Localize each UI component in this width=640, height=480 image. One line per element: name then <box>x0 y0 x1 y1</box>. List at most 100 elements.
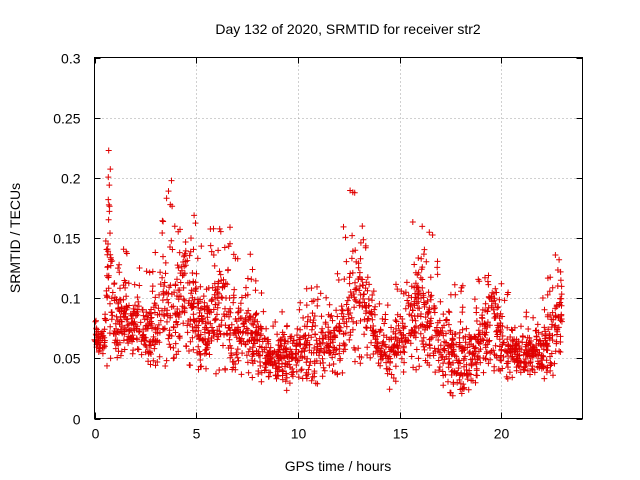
data-point <box>208 297 215 304</box>
data-point <box>218 322 225 328</box>
data-point <box>227 224 233 231</box>
y-tick-label: 0.05 <box>53 351 80 367</box>
data-point <box>289 350 296 357</box>
data-point <box>190 246 197 253</box>
data-point <box>393 351 400 358</box>
data-point <box>109 258 116 264</box>
data-point <box>149 288 156 295</box>
data-point <box>157 281 164 288</box>
data-point <box>233 318 240 325</box>
data-point <box>424 352 431 359</box>
data-point <box>226 325 233 331</box>
data-point <box>233 349 240 356</box>
data-point <box>181 252 188 259</box>
data-point <box>429 232 436 238</box>
data-point <box>195 300 202 307</box>
data-point <box>102 316 109 323</box>
data-point <box>211 262 218 269</box>
data-point <box>192 286 199 293</box>
data-point <box>485 360 492 367</box>
data-point <box>329 336 336 343</box>
data-point <box>226 336 233 343</box>
data-point <box>368 339 375 346</box>
data-point <box>357 239 364 246</box>
data-point <box>397 313 404 320</box>
data-point <box>124 322 131 329</box>
data-point <box>536 337 543 344</box>
data-point <box>209 324 215 331</box>
data-point <box>213 370 219 377</box>
data-point <box>306 362 313 369</box>
data-point <box>367 354 374 361</box>
data-point <box>207 242 214 249</box>
data-point <box>242 318 249 325</box>
data-point <box>336 320 343 327</box>
data-point <box>373 348 379 355</box>
data-point <box>355 345 362 352</box>
data-point <box>215 290 222 297</box>
data-point <box>183 343 189 349</box>
data-point <box>318 329 325 336</box>
data-point <box>282 346 288 352</box>
data-point <box>300 333 307 340</box>
data-point <box>468 360 475 367</box>
data-point <box>215 247 222 254</box>
data-point <box>336 346 343 352</box>
data-point <box>473 305 480 311</box>
data-point <box>458 288 464 295</box>
data-point <box>478 314 485 321</box>
data-point <box>372 328 379 335</box>
data-point <box>123 293 130 300</box>
data-point <box>152 362 159 369</box>
data-point <box>331 332 338 339</box>
data-point <box>392 317 399 324</box>
data-point <box>360 295 366 302</box>
data-point <box>298 367 304 374</box>
data-point <box>508 326 515 333</box>
data-point <box>120 246 127 253</box>
data-point <box>401 359 408 366</box>
data-point <box>352 296 358 303</box>
data-point <box>172 329 179 336</box>
data-point <box>115 348 122 355</box>
data-point <box>129 319 136 326</box>
data-point <box>120 296 127 303</box>
data-point <box>329 317 336 324</box>
data-point <box>295 374 302 381</box>
data-point <box>457 386 464 393</box>
data-point <box>460 345 467 351</box>
data-point <box>135 303 142 310</box>
data-point <box>543 369 550 376</box>
data-point <box>535 360 542 367</box>
data-point <box>519 339 526 346</box>
data-point <box>347 332 354 339</box>
data-point <box>265 340 272 347</box>
data-point <box>557 268 564 275</box>
data-point <box>349 232 356 239</box>
data-point <box>340 348 347 355</box>
data-point <box>412 290 418 297</box>
data-point <box>142 334 149 341</box>
data-point <box>230 292 237 299</box>
data-point <box>529 363 536 370</box>
data-point <box>424 298 431 305</box>
data-point <box>245 348 252 355</box>
data-point <box>286 358 293 365</box>
data-point <box>112 294 118 301</box>
data-point <box>321 367 328 374</box>
data-point <box>195 332 202 339</box>
data-point <box>347 187 354 194</box>
data-point <box>420 251 427 258</box>
data-point <box>482 300 489 307</box>
data-point <box>109 289 116 296</box>
data-point <box>286 380 293 387</box>
data-point <box>186 279 193 286</box>
data-point <box>343 301 350 308</box>
data-point <box>504 324 511 331</box>
data-point <box>221 331 227 338</box>
y-tick-label: 0.1 <box>61 291 81 307</box>
data-point <box>135 346 142 353</box>
data-point <box>187 338 194 345</box>
data-point <box>231 286 238 293</box>
x-tick-label: 5 <box>193 426 201 442</box>
